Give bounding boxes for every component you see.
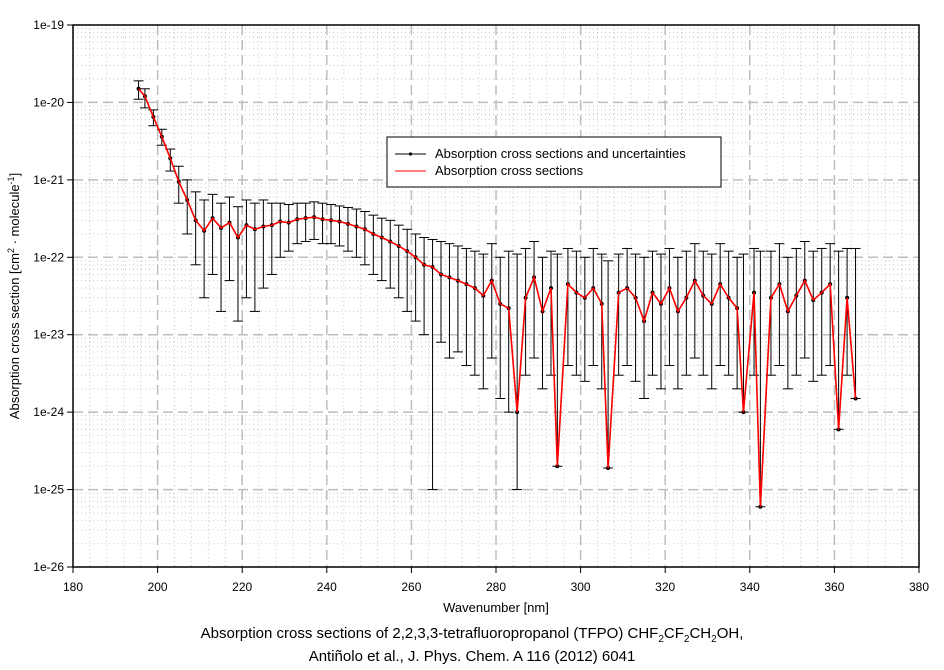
chart: 180 200 220 240 260 280 300 320 340 360 380 1e-191… [6,18,929,615]
caption-sub-1: 2 [658,634,664,645]
y-axis-title-pre: Absorption cross section [cm [7,253,22,419]
y-tick-label: 1e-20 [33,95,64,109]
y-axis-title-sup1: 2 [6,248,16,253]
caption-line-1: Absorption cross sections of 2,2,3,3-tet… [0,625,944,645]
y-tick-label: 1e-25 [33,483,64,497]
y-axis: 1e-19 1e-20 1e-21 1e-22 1e-23 1e-24 1e-25 1e-26 [33,18,73,574]
legend-marker-uncertainties [408,152,413,156]
y-tick-label: 1e-22 [33,250,64,264]
legend: Absorption cross sections and uncertaint… [386,136,722,188]
x-tick-label: 300 [571,580,591,594]
x-tick-label: 200 [148,580,168,594]
x-tick-label: 320 [655,580,675,594]
caption-text-3: CH [689,625,712,642]
caption-line-2: Antiñolo et al., J. Phys. Chem. A 116 (2… [308,648,636,665]
x-tick-label: 360 [824,580,844,594]
x-tick-label: 180 [63,580,83,594]
line-cross-sections [137,88,857,507]
y-axis-title-post: ] [7,173,22,177]
caption-text-4: OH, [716,625,744,642]
caption-sub-3: 2 [711,634,717,645]
x-tick-label: 280 [486,580,506,594]
y-tick-label: 1e-24 [33,405,64,419]
x-tick-label: 220 [232,580,252,594]
legend-label-uncertainties: Absorption cross sections and uncertaint… [435,146,686,161]
y-axis-title: Absorption cross section [cm2 · molecule… [6,173,22,419]
major-gridlines [73,25,919,567]
series-cross-sections [137,88,857,507]
y-tick-label: 1e-26 [33,560,64,574]
x-tick-label: 240 [317,580,337,594]
x-tick-label: 380 [909,580,929,594]
caption-sub-2: 2 [683,634,690,645]
caption-text-2: CF [663,625,684,642]
legend-label-cross-sections: Absorption cross sections [435,163,584,178]
error-bars [133,80,861,508]
y-axis-title-mid: · molecule [7,184,22,248]
y-axis-title-sup2: -1 [6,176,16,184]
x-tick-label: 260 [401,580,421,594]
caption-text-1: Absorption cross sections of 2,2,3,3-tet… [200,625,659,642]
x-axis: 180 200 220 240 260 280 300 320 340 360 380 [63,567,929,594]
y-tick-label: 1e-19 [33,18,64,32]
y-tick-label: 1e-21 [33,173,64,187]
x-axis-title: Wavenumber [nm] [443,600,549,615]
x-tick-label: 340 [740,580,760,594]
legend-box [386,136,722,188]
y-tick-label: 1e-23 [33,328,64,342]
